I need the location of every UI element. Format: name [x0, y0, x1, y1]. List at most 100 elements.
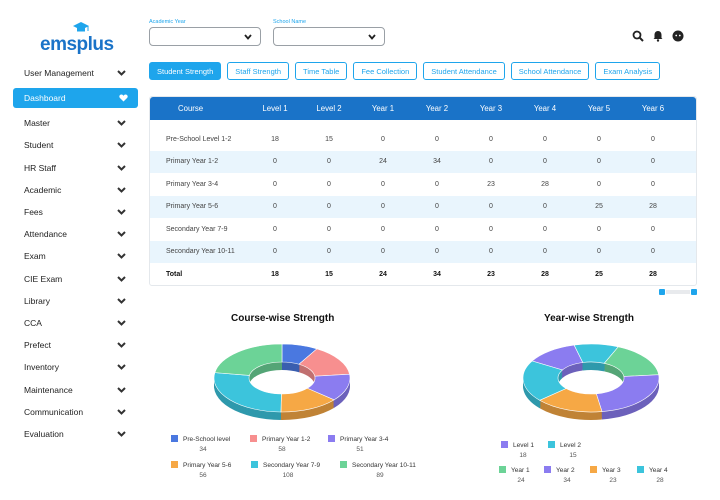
column-header[interactable]: Level 2: [316, 104, 342, 113]
year-chart-legend-item[interactable]: Year 2: [544, 466, 575, 474]
sidebar-item-cca[interactable]: CCA: [0, 312, 140, 334]
sidebar-item-inventory[interactable]: Inventory: [0, 356, 140, 378]
tab-school-attendance[interactable]: School Attendance: [510, 62, 590, 80]
sidebar-item-user-management[interactable]: User Management: [0, 62, 140, 84]
column-header[interactable]: Year 2: [425, 104, 449, 113]
year-chart-legend-item[interactable]: Level 1: [501, 441, 534, 449]
course-chart-slice-depth: [307, 381, 351, 407]
column-header[interactable]: Year 4: [533, 104, 557, 113]
tab-fee-collection[interactable]: Fee Collection: [353, 62, 418, 80]
column-header[interactable]: Level 1: [262, 104, 288, 113]
column-header[interactable]: Year 6: [641, 104, 665, 113]
year-chart-slice-year-3[interactable]: [539, 388, 603, 413]
year-chart-slice-depth: [539, 392, 602, 416]
legend-swatch: [250, 435, 257, 442]
column-header[interactable]: Year 3: [479, 104, 503, 113]
year-chart-legend-item[interactable]: Year 1: [499, 466, 530, 474]
academic-year-select[interactable]: [149, 27, 261, 46]
sidebar-item-hr-staff[interactable]: HR Staff: [0, 157, 140, 179]
tab-exam-analysis[interactable]: Exam Analysis: [595, 62, 661, 80]
legend-label: Primary Year 1-2: [262, 436, 311, 443]
year-chart-legend-item[interactable]: Year 4: [637, 466, 668, 474]
course-chart-slice-primary-year-5-6[interactable]: [280, 387, 335, 413]
year-chart-slice-depth: [539, 389, 602, 414]
tab-staff-strength[interactable]: Staff Strength: [227, 62, 290, 80]
year-chart-slice-level-1[interactable]: [531, 344, 584, 371]
emsplus-logo[interactable]: emsplus: [40, 22, 120, 55]
course-chart-slice-depth: [298, 353, 350, 382]
course-chart-slice-depth: [280, 392, 335, 416]
year-chart-legend-item[interactable]: Year 3: [590, 466, 621, 474]
course-chart-slice-primary-year-3-4[interactable]: [306, 373, 351, 401]
scroll-left-icon[interactable]: [659, 289, 665, 295]
logo-wordmark-accent: plus: [76, 34, 115, 55]
legend-swatch: [328, 435, 335, 442]
year-chart-slice-year-4[interactable]: [522, 360, 567, 401]
chevron-down-icon: [117, 431, 126, 437]
course-chart-slice-secondary-year-7-9[interactable]: [213, 372, 282, 413]
sidebar-item-student[interactable]: Student: [0, 134, 140, 156]
sidebar-item-label: Attendance: [24, 229, 68, 240]
course-chart-legend-item[interactable]: Pre-School level: [171, 435, 230, 443]
course-chart-slice-pre-school-level[interactable]: [281, 343, 318, 365]
count-cell: 0: [435, 180, 439, 188]
course-chart-legend-item[interactable]: Primary Year 1-2: [250, 435, 310, 443]
tab-student-attendance[interactable]: Student Attendance: [423, 62, 505, 80]
column-header[interactable]: Course: [178, 104, 204, 113]
bell-icon[interactable]: [652, 30, 664, 42]
tab-student-strength[interactable]: Student Strength: [149, 62, 222, 80]
legend-label: Year 1: [511, 467, 530, 474]
table-row: Primary Year 1-2 0 0 24 34 0 0 0 0: [150, 150, 696, 173]
sidebar-item-prefect[interactable]: Prefect: [0, 334, 140, 356]
course-name-cell: Primary Year 1-2: [166, 158, 219, 166]
column-header[interactable]: Year 1: [371, 104, 395, 113]
sidebar-item-label: Academic: [24, 184, 62, 195]
count-cell: 0: [651, 180, 655, 188]
sidebar-item-maintenance[interactable]: Maintenance: [0, 378, 140, 400]
year-chart-slice-level-2[interactable]: [573, 343, 619, 364]
course-chart-legend-item[interactable]: Primary Year 3-4: [328, 435, 388, 443]
sidebar-item-dashboard[interactable]: Dashboard: [13, 88, 138, 109]
sidebar-item-library[interactable]: Library: [0, 290, 140, 312]
search-icon[interactable]: [632, 30, 644, 42]
total-cell: 25: [595, 270, 603, 278]
sidebar-item-attendance[interactable]: Attendance: [0, 223, 140, 245]
school-name-select[interactable]: [273, 27, 385, 46]
column-header[interactable]: Year 5: [587, 104, 611, 113]
year-chart-slice-depth: [574, 349, 619, 369]
year-chart-slice-depth: [532, 346, 583, 371]
course-chart-slice-primary-year-1-2[interactable]: [298, 348, 350, 377]
sidebar-item-master[interactable]: Master: [0, 112, 140, 134]
legend-swatch: [544, 466, 551, 473]
course-chart-legend-item[interactable]: Secondary Year 7-9: [251, 461, 320, 469]
count-cell: 0: [327, 158, 331, 166]
year-chart-legend-value: 34: [563, 477, 571, 484]
sidebar-item-cie-exam[interactable]: CIE Exam: [0, 268, 140, 290]
scroll-track[interactable]: [666, 290, 690, 294]
course-chart-slice-depth: [214, 379, 282, 419]
course-chart-legend-item[interactable]: Secondary Year 10-11: [340, 461, 416, 469]
sidebar-item-communication[interactable]: Communication: [0, 401, 140, 423]
course-chart-slice-depth: [214, 345, 282, 377]
year-chart-slice-year-1[interactable]: [603, 346, 660, 377]
course-chart-slice-secondary-year-10-11[interactable]: [214, 343, 283, 376]
table-scrollbar[interactable]: [659, 289, 697, 295]
count-cell: 34: [433, 158, 441, 166]
count-cell: 0: [543, 248, 547, 256]
sidebar-item-exam[interactable]: Exam: [0, 245, 140, 267]
sidebar-item-label: Fees: [24, 207, 43, 218]
tab-time-table[interactable]: Time Table: [295, 62, 348, 80]
chevron-down-icon: [368, 33, 376, 40]
sidebar-item-evaluation[interactable]: Evaluation: [0, 423, 140, 445]
course-chart-legend-item[interactable]: Primary Year 5-6: [171, 461, 231, 469]
course-chart-slice-depth: [298, 350, 350, 379]
year-chart-legend-item[interactable]: Level 2: [548, 441, 581, 449]
sidebar-item-fees[interactable]: Fees: [0, 201, 140, 223]
scroll-right-icon[interactable]: [691, 289, 697, 295]
legend-swatch: [501, 441, 508, 448]
user-avatar-icon[interactable]: [672, 30, 684, 42]
year-chart-slice-year-2[interactable]: [595, 374, 660, 412]
count-cell: 28: [649, 203, 657, 211]
sidebar-item-academic[interactable]: Academic: [0, 179, 140, 201]
year-chart-slice-depth: [574, 348, 619, 368]
